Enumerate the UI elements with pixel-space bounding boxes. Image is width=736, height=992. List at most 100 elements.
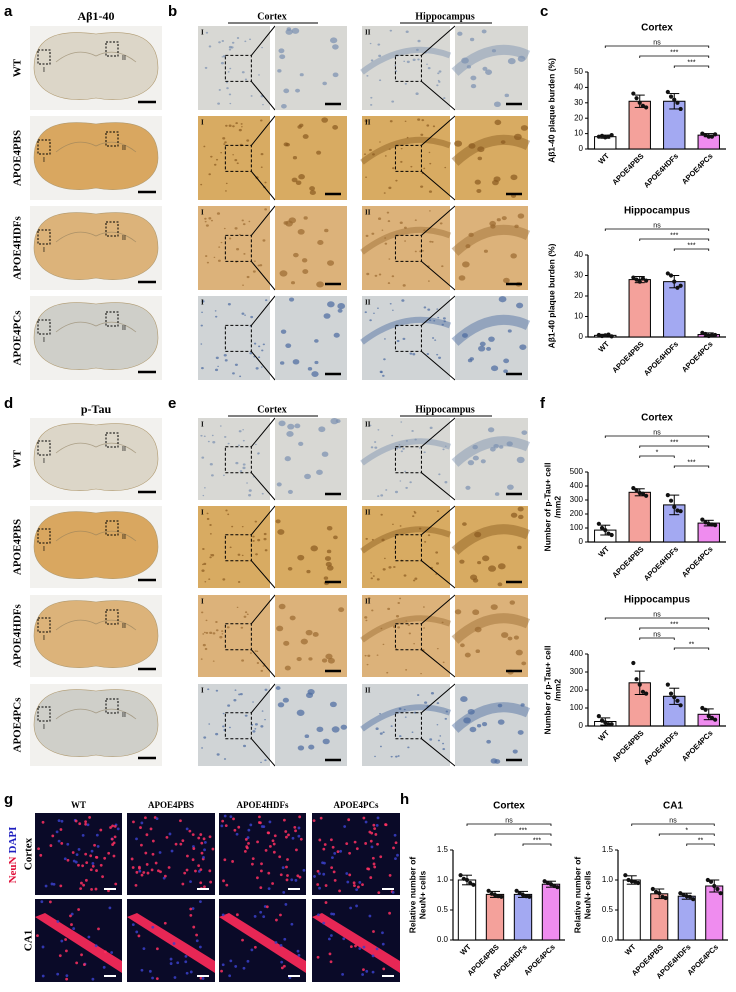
- cell: [228, 48, 232, 51]
- cell: [326, 549, 332, 554]
- nucleus: [237, 825, 241, 829]
- column-header: Cortex: [257, 404, 286, 415]
- cell: [423, 451, 426, 454]
- cell: [479, 341, 486, 347]
- nucleus: [85, 861, 89, 865]
- nucleus: [113, 824, 117, 828]
- nucleus: [111, 824, 115, 828]
- cell: [488, 336, 495, 342]
- nucleus: [157, 869, 160, 873]
- significance-label: ***: [687, 242, 695, 249]
- cell-layer: [451, 224, 531, 256]
- data-point: [713, 717, 718, 722]
- cell: [252, 476, 255, 478]
- cell: [431, 337, 435, 339]
- zoom-line: [421, 472, 456, 501]
- cell: [420, 133, 424, 136]
- cell: [241, 526, 244, 528]
- panel-letter: d: [4, 395, 13, 412]
- cell: [497, 703, 503, 708]
- significance-bracket: [494, 833, 552, 836]
- image-bg: [455, 26, 528, 110]
- nucleus: [80, 953, 83, 957]
- cell: [229, 726, 231, 729]
- nucleus: [330, 866, 334, 870]
- row-label: APOE4HDFs: [12, 604, 24, 668]
- roi-box: [394, 324, 422, 352]
- cell: [436, 510, 440, 513]
- cell: [252, 535, 255, 538]
- cell: [228, 124, 232, 127]
- x-tick-label: APOE4PBS: [610, 339, 645, 374]
- cell: [398, 446, 402, 449]
- cell: [204, 220, 207, 223]
- nucleus: [281, 866, 285, 870]
- cell: [205, 31, 209, 34]
- cell: [285, 220, 293, 227]
- cell: [423, 167, 426, 170]
- cell: [516, 302, 524, 309]
- cell: [201, 747, 203, 749]
- cell: [464, 652, 471, 658]
- nucleus: [41, 820, 45, 824]
- cell-layer: [360, 316, 452, 345]
- significance-label: ***: [670, 621, 678, 628]
- cell: [517, 730, 524, 735]
- cell: [278, 603, 286, 610]
- cell: [377, 495, 380, 497]
- nucleus: [253, 945, 257, 949]
- cell-layer: [35, 913, 122, 973]
- cell: [365, 619, 368, 622]
- nucleus: [181, 882, 185, 886]
- image-bg: [198, 684, 270, 766]
- nucleus: [114, 882, 118, 886]
- cell: [246, 482, 248, 484]
- nucleus: [295, 848, 298, 852]
- cell: [466, 65, 472, 69]
- cell: [364, 119, 368, 123]
- cell: [384, 557, 386, 560]
- nucleus: [107, 851, 111, 855]
- roi-box: [224, 54, 252, 82]
- cell: [248, 220, 251, 223]
- cell: [248, 494, 252, 497]
- cell-layer: [360, 46, 452, 75]
- zoom-line: [421, 295, 456, 326]
- data-point: [634, 96, 639, 101]
- cell: [472, 609, 480, 616]
- cell: [371, 538, 374, 541]
- nucleus: [87, 935, 91, 939]
- zoom-line: [250, 560, 276, 589]
- nucleus: [140, 968, 144, 972]
- column-header: APOE4PBS: [148, 800, 194, 810]
- nucleus: [168, 832, 172, 836]
- cell: [262, 665, 265, 667]
- nucleus: [140, 821, 144, 825]
- roi-label: I: [201, 598, 204, 606]
- nucleus: [199, 976, 203, 980]
- nucleus: [140, 843, 143, 847]
- significance-label: ns: [653, 222, 661, 229]
- data-point: [596, 134, 601, 139]
- data-point: [496, 894, 501, 899]
- nucleus: [77, 863, 80, 867]
- roi-label: II: [122, 534, 126, 541]
- nucleus: [246, 959, 250, 963]
- cell: [467, 708, 475, 715]
- data-point: [606, 531, 611, 536]
- cell: [298, 441, 304, 446]
- cell: [263, 532, 267, 536]
- cell: [503, 358, 510, 364]
- cell: [399, 221, 403, 225]
- cell: [241, 312, 245, 315]
- cell: [399, 480, 402, 482]
- stain-name: NeuN: [7, 856, 19, 883]
- cell: [393, 566, 396, 569]
- nucleus: [170, 849, 174, 853]
- cell: [243, 615, 247, 618]
- cell: [377, 43, 381, 46]
- cell: [510, 512, 518, 518]
- nucleus: [284, 903, 288, 906]
- y-axis-label: Number of p-Tau+ cell: [542, 646, 552, 735]
- cell: [282, 697, 289, 703]
